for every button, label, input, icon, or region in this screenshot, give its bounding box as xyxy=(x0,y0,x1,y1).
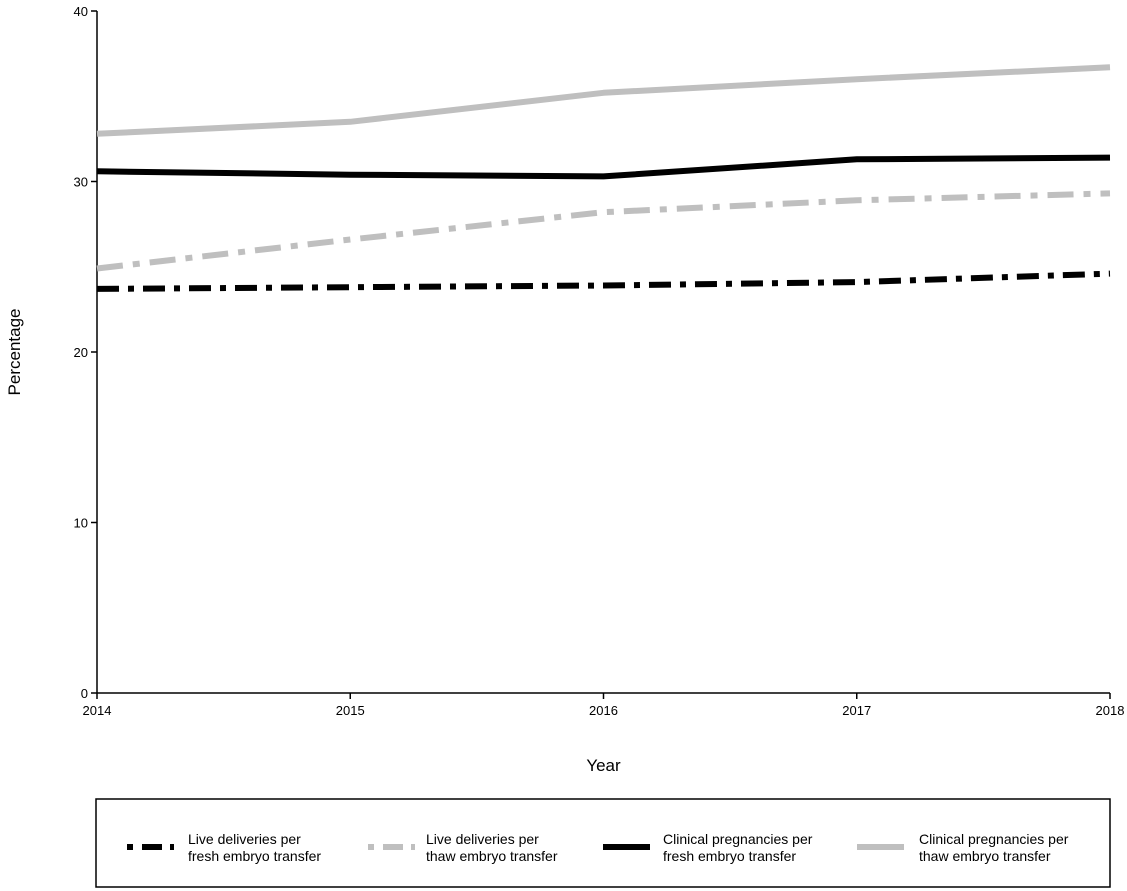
legend-box xyxy=(95,798,1111,888)
y-tick-label: 40 xyxy=(74,4,88,19)
legend-label-line: Live deliveries per xyxy=(188,831,301,847)
legend-label-line: thaw embryo transfer xyxy=(919,848,1051,864)
y-axis-label: Percentage xyxy=(5,309,24,396)
legend-label-line: fresh embryo transfer xyxy=(663,848,796,864)
series-lines xyxy=(96,64,1111,292)
y-tick-label: 20 xyxy=(74,345,88,360)
legend-label-line: Clinical pregnancies per xyxy=(919,831,1069,847)
x-tick-label: 2016 xyxy=(589,703,618,718)
series-line-1 xyxy=(96,270,1111,292)
legend-label-line: Clinical pregnancies per xyxy=(663,831,813,847)
legend-label-line: thaw embryo transfer xyxy=(426,848,558,864)
x-tick-label: 2017 xyxy=(842,703,871,718)
legend-label-line: fresh embryo transfer xyxy=(188,848,321,864)
x-ticks: 2014 2015 2016 2017 2018 xyxy=(83,693,1125,718)
y-tick-label: 0 xyxy=(81,686,88,701)
legend-label-line: Live deliveries per xyxy=(426,831,539,847)
x-axis-label: Year xyxy=(586,756,621,775)
x-tick-label: 2018 xyxy=(1096,703,1125,718)
x-tick-label: 2014 xyxy=(83,703,112,718)
y-tick-label: 10 xyxy=(74,516,88,531)
series-line-4 xyxy=(96,64,1111,137)
y-ticks: 0 10 20 30 40 xyxy=(74,4,97,701)
x-tick-label: 2015 xyxy=(336,703,365,718)
series-line-3 xyxy=(96,154,1111,180)
axes xyxy=(96,11,1110,694)
series-line-2 xyxy=(96,190,1111,272)
y-tick-label: 30 xyxy=(74,175,88,190)
